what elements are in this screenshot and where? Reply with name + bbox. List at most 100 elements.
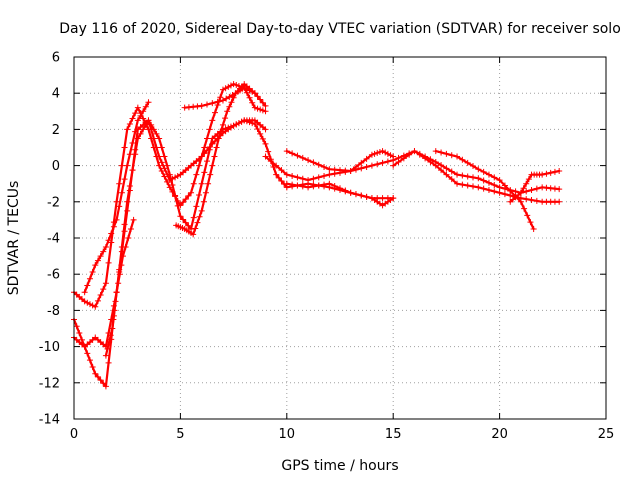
data-point-marker (517, 198, 524, 205)
data-point-marker (331, 182, 338, 189)
data-point-marker (528, 196, 535, 203)
data-point-marker (524, 212, 531, 219)
data-point-marker (222, 115, 229, 122)
data-point-marker (233, 82, 240, 89)
data-point-marker (411, 148, 418, 155)
data-point-marker (182, 196, 189, 203)
data-point-marker (448, 168, 455, 175)
data-point-marker (158, 159, 165, 166)
data-point-marker (443, 150, 450, 157)
data-point-marker (305, 184, 312, 191)
data-point-marker (368, 162, 375, 169)
data-point-marker (491, 174, 498, 181)
data-point-marker (169, 182, 176, 189)
data-point-marker (470, 163, 476, 170)
data-point-marker (97, 253, 104, 260)
data-point-marker (395, 158, 402, 165)
data-point-marker (100, 248, 107, 255)
data-point-marker (219, 86, 226, 93)
data-point-marker (233, 121, 240, 128)
data-point-marker (209, 162, 216, 169)
data-point-marker (161, 153, 168, 160)
data-point-marker (352, 191, 359, 198)
data-point-marker (443, 165, 450, 172)
x-tick-label: 15 (385, 427, 402, 442)
data-point-marker (196, 162, 203, 169)
data-point-marker (371, 150, 378, 157)
data-point-marker (382, 149, 389, 156)
data-point-marker (92, 303, 99, 310)
data-point-marker (432, 148, 439, 155)
chart-title: Day 116 of 2020, Sidereal Day-to-day VTE… (59, 21, 621, 37)
data-point-marker (262, 108, 269, 115)
data-point-marker (475, 175, 482, 182)
data-point-marker (275, 174, 282, 181)
data-point-marker (315, 182, 322, 189)
data-point-marker (102, 352, 109, 359)
data-point-marker (406, 151, 413, 158)
data-point-marker (521, 205, 528, 212)
data-point-marker (265, 148, 272, 155)
y-tick-label: -8 (47, 304, 60, 319)
data-point-marker (390, 162, 397, 169)
data-point-marker (73, 323, 80, 330)
data-point-marker (112, 298, 119, 305)
data-point-marker (100, 286, 107, 293)
data-point-marker (539, 171, 546, 178)
data-point-marker (379, 159, 386, 166)
data-point-marker (153, 130, 160, 137)
data-point-marker (126, 187, 133, 194)
data-point-marker (251, 90, 258, 97)
data-point-marker (299, 183, 306, 190)
y-tick-label: 4 (52, 87, 60, 102)
data-point-marker (158, 168, 165, 175)
data-point-marker (166, 177, 173, 184)
y-tick-label: 0 (52, 159, 60, 174)
data-point-marker (164, 171, 171, 178)
data-point-marker (121, 228, 128, 235)
y-tick-label: -6 (47, 268, 60, 283)
data-point-marker (358, 159, 365, 166)
data-point-marker (358, 165, 365, 172)
data-point-marker (485, 171, 492, 178)
data-point-marker (92, 262, 99, 269)
data-point-marker (113, 198, 120, 205)
data-point-marker (84, 350, 91, 357)
data-point-marker (315, 174, 322, 181)
data-point-marker (124, 162, 131, 169)
data-point-marker (454, 180, 461, 187)
data-point-marker (122, 244, 129, 251)
data-point-marker (126, 151, 133, 158)
data-point-marker (278, 167, 285, 174)
data-point-marker (226, 103, 233, 110)
data-point-marker (520, 185, 527, 192)
data-point-marker (427, 158, 434, 165)
data-point-marker (140, 115, 147, 122)
data-point-marker (142, 103, 149, 110)
data-point-marker (104, 345, 111, 352)
data-point-marker (161, 165, 168, 172)
data-point-marker (192, 225, 199, 232)
data-point-marker (81, 289, 88, 296)
data-point-marker (153, 144, 160, 151)
data-point-marker (262, 126, 269, 133)
data-point-marker (130, 216, 137, 223)
data-point-marker (556, 168, 563, 175)
data-point-marker (475, 184, 482, 191)
data-point-marker (257, 130, 264, 137)
data-point-marker (310, 159, 317, 166)
data-point-marker (94, 257, 101, 264)
data-point-marker (223, 95, 230, 102)
data-point-marker (129, 115, 136, 122)
data-point-marker (432, 162, 439, 169)
data-point-marker (273, 171, 280, 178)
data-point-marker (384, 158, 391, 165)
data-point-marker (94, 373, 101, 380)
data-point-marker (387, 152, 394, 159)
data-point-marker (374, 149, 381, 156)
data-point-marker (89, 268, 96, 275)
data-point-marker (106, 339, 113, 346)
data-point-marker (217, 94, 224, 101)
data-point-marker (110, 316, 117, 323)
data-point-marker (259, 135, 266, 142)
